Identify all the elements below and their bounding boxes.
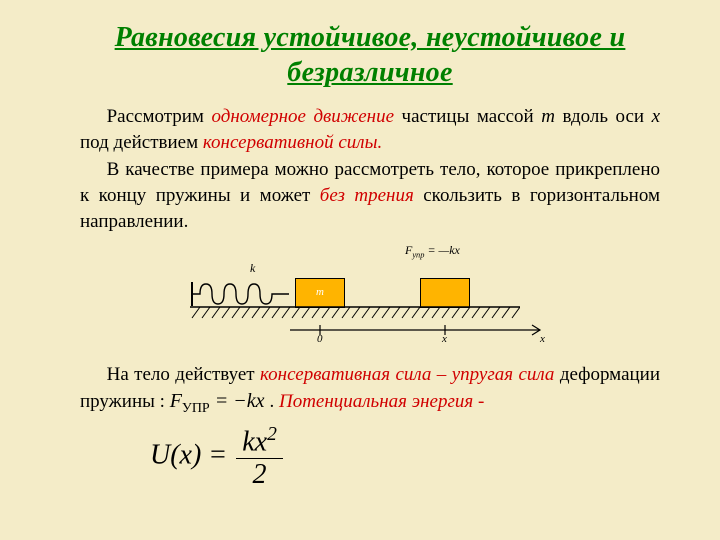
slide-title: Равновесия устойчивое, неустойчивое и бе… (80, 20, 660, 90)
ground-hatch (190, 306, 520, 320)
k-label: k (250, 260, 255, 276)
axis-x-label: x (442, 332, 447, 347)
f1-sub: УПР (182, 401, 210, 416)
mass-block-2 (420, 278, 470, 308)
paragraph-2: В качестве примера можно рассмотреть тел… (80, 157, 660, 234)
p1-emph-2: консервативной силы. (203, 132, 382, 153)
f2-num-k: kx (242, 426, 267, 457)
p3-emph-1: консервативная сила – упругая сила (260, 364, 554, 385)
axis-zero-label: 0 (317, 332, 323, 347)
spring-diagram: Fупр = —kx k m (190, 242, 550, 352)
x-axis: 0 x x (290, 324, 550, 346)
frac-num: kx2 (236, 425, 283, 459)
paragraph-3: На тело действует консервативная сила – … (80, 362, 660, 419)
title-line-2: безразличное (287, 57, 452, 88)
spring-icon (190, 282, 295, 306)
mass-label: m (316, 285, 324, 300)
p1-t7: под действием (80, 132, 203, 153)
force-eq: = —kx (424, 243, 459, 257)
body-text: Рассмотрим одномерное движение частицы м… (80, 104, 660, 489)
f2-lhs: U(x) = (150, 439, 234, 470)
fraction: kx2 2 (236, 425, 283, 489)
p3-t4: . (269, 391, 279, 412)
slide-root: Равновесия устойчивое, неустойчивое и бе… (0, 0, 720, 540)
p1-t3: частицы массой (394, 106, 541, 127)
f1-lhs: F (170, 390, 182, 412)
f1-rhs: = −kx (210, 390, 265, 412)
force-label: Fупр = —kx (405, 242, 460, 261)
paragraph-1: Рассмотрим одномерное движение частицы м… (80, 104, 660, 155)
p1-var-x: x (652, 106, 660, 127)
formula-potential: U(x) = kx2 2 (150, 425, 285, 489)
axis-arrow-icon (290, 324, 550, 346)
frac-den: 2 (236, 459, 283, 489)
p1-t5: вдоль оси (555, 106, 652, 127)
title-line-1: Равновесия устойчивое, неустойчивое и (115, 22, 626, 53)
p1-t1: Рассмотрим (107, 106, 212, 127)
formula-fup: FУПР = −kx (170, 390, 270, 412)
f2-num-exp: 2 (267, 424, 277, 445)
p2-emph-1: без трения (320, 185, 414, 206)
force-sub: упр (412, 251, 424, 260)
p1-var-m: m (541, 106, 555, 127)
p3-t1: На тело действует (107, 364, 260, 385)
p3-emph-2: Потенциальная энергия - (279, 391, 484, 412)
p1-emph-1: одномерное движение (211, 106, 394, 127)
mass-block-1: m (295, 278, 345, 308)
axis-end-label: x (540, 332, 545, 347)
